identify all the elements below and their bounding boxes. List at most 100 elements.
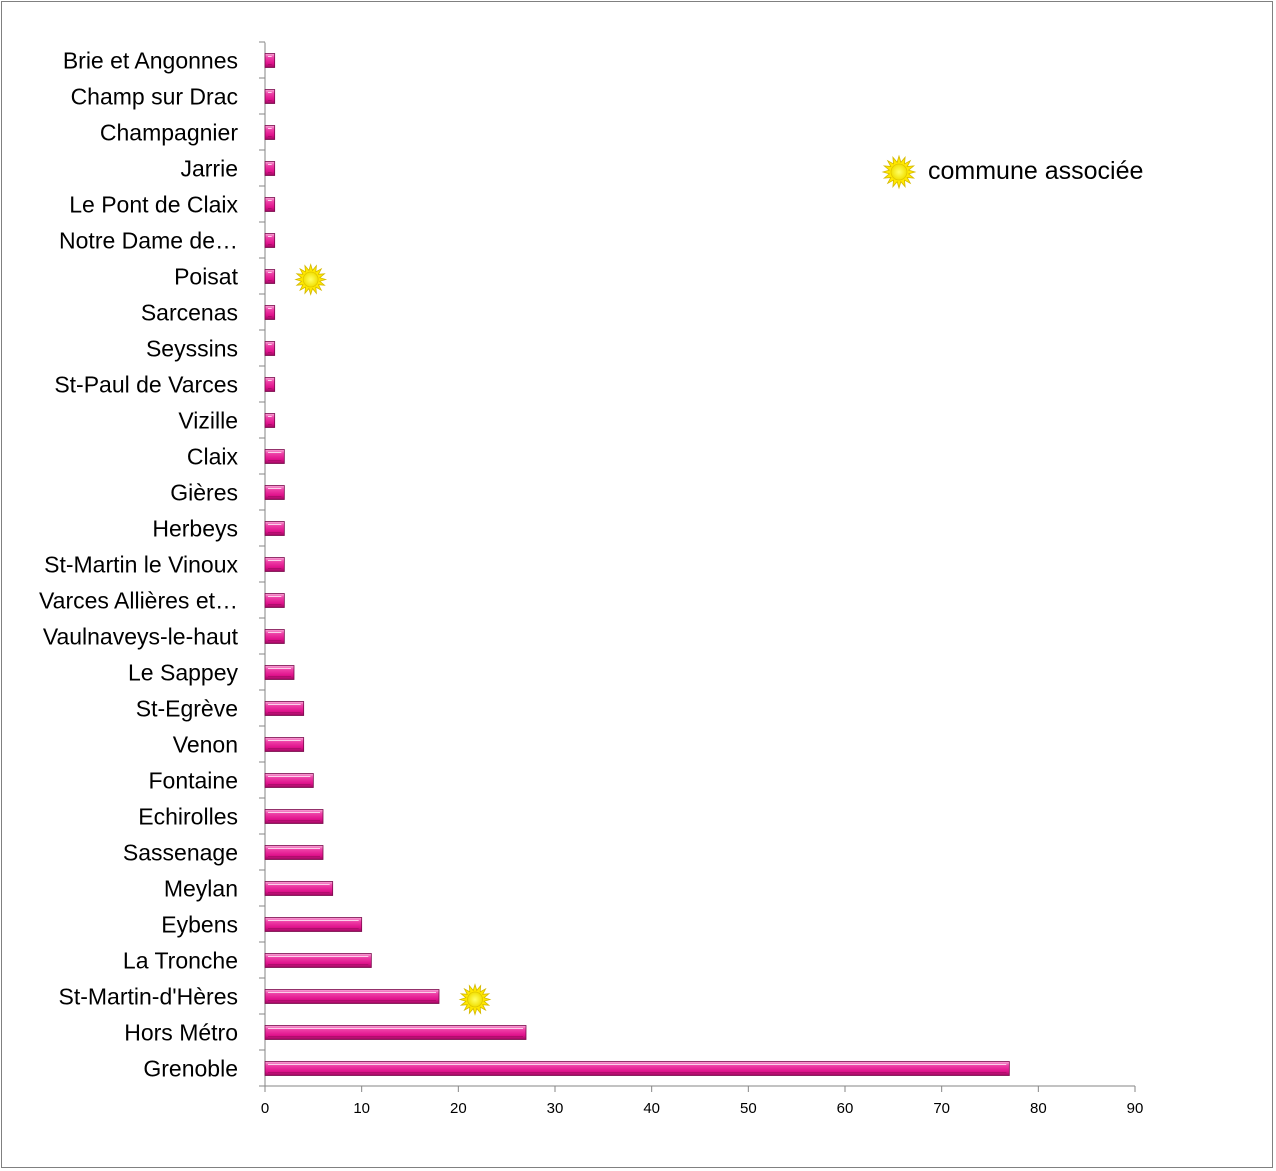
bar-body: [265, 234, 275, 248]
category-label: Eybens: [161, 912, 238, 938]
bar: [265, 990, 439, 1004]
category-label: Grenoble: [143, 1056, 238, 1082]
bar-body: [265, 1026, 526, 1040]
bar: [265, 234, 275, 248]
category-label: Claix: [187, 444, 239, 470]
bar: [265, 414, 275, 428]
x-tick-label: 50: [740, 1100, 757, 1117]
x-tick-label: 90: [1127, 1100, 1144, 1117]
x-tick-label: 70: [933, 1100, 950, 1117]
category-label: Meylan: [164, 876, 238, 902]
bar: [265, 54, 275, 68]
category-label: Vizille: [178, 408, 238, 434]
category-label: Champ sur Drac: [71, 84, 238, 110]
bar-body: [265, 450, 284, 464]
bar-body: [265, 486, 284, 500]
category-label: Fontaine: [148, 768, 238, 794]
category-label: Champagnier: [100, 120, 238, 146]
bar-body: [265, 774, 313, 788]
bar-body: [265, 738, 304, 752]
category-label: St-Martin-d'Hères: [59, 984, 239, 1010]
legend-label: commune associée: [928, 157, 1143, 185]
category-label: Le Sappey: [128, 660, 238, 686]
category-label: Brie et Angonnes: [63, 48, 238, 74]
bars: [265, 54, 1009, 1076]
bar-body: [265, 54, 275, 68]
category-label: Varces Allières et…: [39, 588, 238, 614]
bar-body: [265, 630, 284, 644]
bar: [265, 1026, 526, 1040]
category-label: St-Martin le Vinoux: [44, 552, 238, 578]
bar: [265, 486, 284, 500]
bar: [265, 954, 371, 968]
bar-body: [265, 162, 275, 176]
bar: [265, 306, 275, 320]
bar-body: [265, 522, 284, 536]
bar: [265, 882, 333, 896]
bar-body: [265, 126, 275, 140]
bar: [265, 270, 275, 284]
bar-body: [265, 594, 284, 608]
sun-icon: [883, 156, 915, 188]
x-tick-label: 40: [643, 1100, 660, 1117]
bar-body: [265, 846, 323, 860]
category-label: St-Egrève: [136, 696, 238, 722]
category-label: Hors Métro: [124, 1020, 238, 1046]
bar: [265, 918, 362, 932]
bar-body: [265, 810, 323, 824]
category-label: St-Paul de Varces: [54, 372, 238, 398]
sun-icon: [883, 156, 915, 188]
category-label: Gières: [170, 480, 238, 506]
bar: [265, 738, 304, 752]
category-label: Notre Dame de…: [59, 228, 238, 254]
sun-icon: [296, 265, 326, 295]
x-tick-label: 80: [1030, 1100, 1047, 1117]
legend: commune associée: [883, 156, 1143, 188]
bar: [265, 90, 275, 104]
bar: [265, 810, 323, 824]
bar-body: [265, 918, 362, 932]
bar-body: [265, 990, 439, 1004]
bar: [265, 846, 323, 860]
bar-body: [265, 378, 275, 392]
category-label: Seyssins: [146, 336, 238, 362]
bar: [265, 162, 275, 176]
bar-body: [265, 702, 304, 716]
bar-body: [265, 306, 275, 320]
category-label: Herbeys: [152, 516, 238, 542]
bar-body: [265, 414, 275, 428]
bar: [265, 702, 304, 716]
category-label: Sarcenas: [141, 300, 238, 326]
bar-body: [265, 270, 275, 284]
bar: [265, 126, 275, 140]
bar: [265, 774, 313, 788]
category-labels: Grenoble Hors Métro St-Martin-d'Hères La Tr…: [39, 48, 239, 1082]
category-label: Venon: [173, 732, 238, 758]
x-tick-labels: 0 10 20 30 40 50 60 70 80 90: [261, 1100, 1144, 1117]
x-tick-label: 10: [353, 1100, 370, 1117]
bar-body: [265, 558, 284, 572]
x-tick-label: 30: [547, 1100, 564, 1117]
axes: [259, 42, 1135, 1092]
category-label: Echirolles: [138, 804, 238, 830]
bar: [265, 522, 284, 536]
x-tick-label: 0: [261, 1100, 269, 1117]
bar-body: [265, 954, 371, 968]
bar-body: [265, 90, 275, 104]
bar: [265, 1062, 1009, 1076]
bar-body: [265, 342, 275, 356]
bar-body: [265, 1062, 1009, 1076]
bar: [265, 630, 284, 644]
bar: [265, 594, 284, 608]
category-label: Poisat: [174, 264, 239, 290]
bar: [265, 198, 275, 212]
sun-icon: [460, 985, 490, 1015]
bar-body: [265, 198, 275, 212]
bar: [265, 450, 284, 464]
category-label: Jarrie: [180, 156, 238, 182]
marker-suns: [296, 265, 490, 1015]
category-label: Vaulnaveys-le-haut: [43, 624, 239, 650]
x-tick-label: 20: [450, 1100, 467, 1117]
bar: [265, 342, 275, 356]
bar: [265, 558, 284, 572]
